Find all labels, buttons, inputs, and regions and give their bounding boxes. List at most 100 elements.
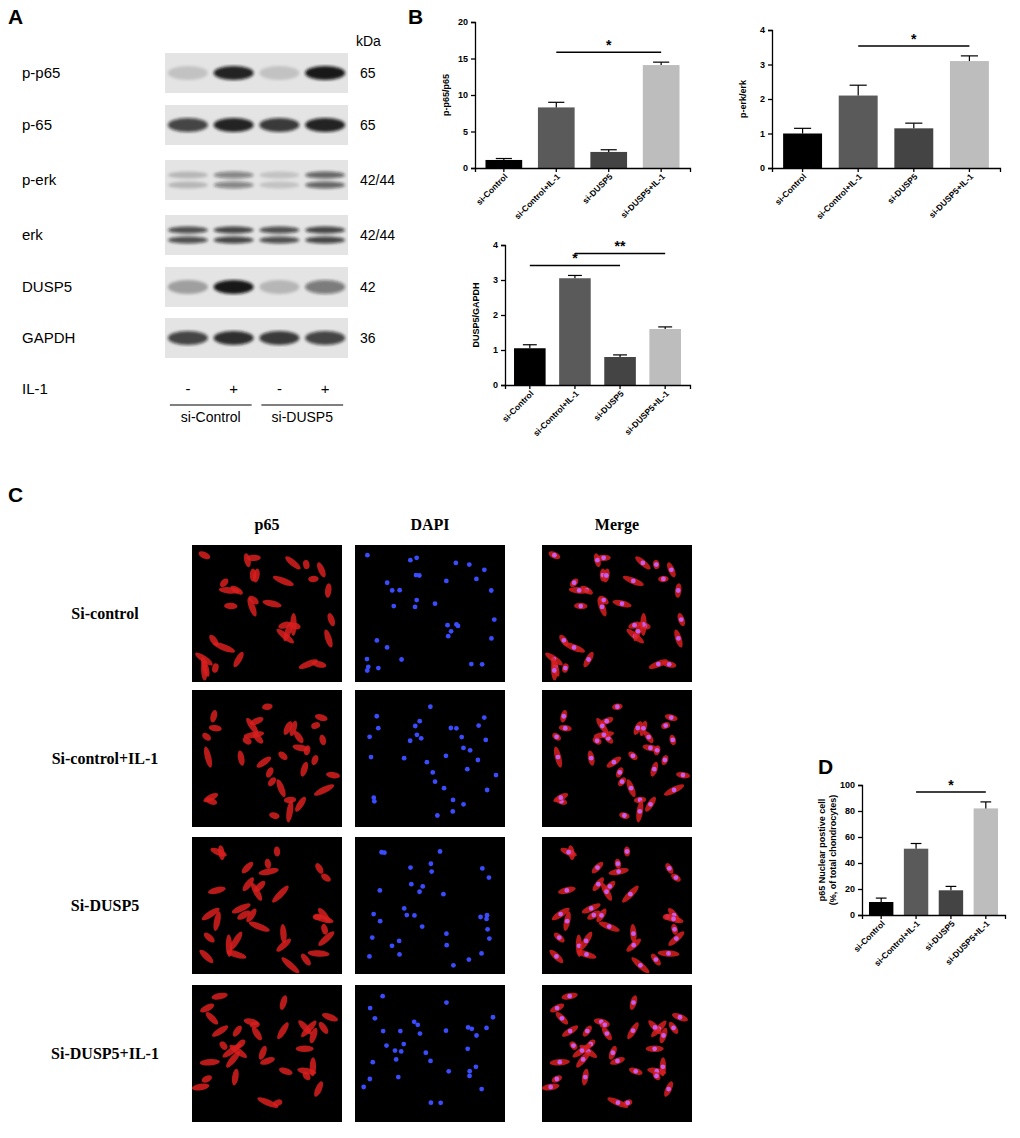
y-axis-line — [471, 23, 476, 169]
nucleus-dapi — [428, 704, 433, 709]
cell-p65 — [275, 937, 293, 954]
cell-p65 — [651, 1070, 662, 1082]
cell-p65 — [628, 1066, 644, 1077]
cell-p65 — [612, 598, 633, 609]
y-axis-line — [768, 31, 773, 169]
nucleus-merge — [625, 849, 630, 854]
y-axis: 01234 — [493, 240, 506, 390]
x-tick-mark — [913, 168, 914, 172]
nucleus-dapi — [365, 657, 370, 662]
group-label: si-DUSP5 — [272, 409, 334, 425]
cell-p65 — [244, 907, 258, 924]
cell-p65 — [658, 1027, 669, 1044]
plot-area — [485, 62, 679, 168]
image-background — [542, 545, 692, 682]
cell-p65 — [627, 750, 639, 762]
bar — [649, 329, 681, 385]
kda-label: 42/44 — [360, 172, 395, 188]
cell-p65 — [668, 734, 677, 746]
y-tick-mark — [768, 64, 772, 65]
x-tick: si-Control+IL-1 — [512, 168, 562, 221]
error-cap — [980, 801, 991, 802]
nucleus-merge — [584, 952, 589, 957]
cell-p65 — [255, 755, 273, 770]
cell-p65 — [315, 561, 327, 578]
nucleus-dapi — [370, 1060, 375, 1065]
cell-p65 — [662, 1080, 675, 1098]
nucleus-dapi — [448, 726, 453, 731]
error-cap — [653, 62, 669, 63]
x-tick-label: si-DUSP5+IL-1 — [927, 171, 976, 220]
y-tick-label: 0 — [463, 163, 468, 173]
cell-p65 — [664, 862, 676, 875]
nucleus-dapi — [430, 770, 435, 775]
cell-p65 — [324, 583, 332, 598]
image-background — [355, 545, 505, 682]
cell-p65 — [600, 1025, 614, 1041]
cell-p65 — [314, 862, 326, 875]
cell-p65 — [551, 1074, 564, 1084]
nucleus-merge — [671, 1025, 676, 1030]
nucleus-dapi — [482, 715, 487, 720]
nucleus-merge — [560, 1016, 565, 1021]
y-tick-mark — [471, 58, 475, 59]
nucleus-dapi — [487, 875, 492, 880]
cell-p65 — [198, 948, 216, 965]
row-label: Si-control+IL-1 — [52, 750, 159, 767]
nucleus-dapi — [478, 915, 483, 920]
column-header: Merge — [595, 516, 639, 534]
nucleus-dapi — [399, 657, 404, 662]
y-tick-label: 3 — [493, 275, 498, 285]
y-tick-mark — [501, 280, 505, 281]
blot-band — [305, 118, 345, 132]
bar — [894, 128, 933, 168]
nucleus-merge — [583, 1075, 588, 1080]
y-tick-mark — [858, 915, 862, 916]
nucleus-dapi — [374, 714, 379, 719]
cell-p65 — [578, 930, 595, 952]
nucleus-merge — [633, 1069, 638, 1074]
nucleus-dapi — [396, 1075, 401, 1080]
cell-p65 — [202, 931, 216, 945]
nucleus-dapi — [441, 892, 446, 897]
nucleus-merge — [585, 1029, 590, 1034]
y-tick-label: 15 — [458, 54, 468, 64]
cell-p65 — [243, 552, 252, 567]
cell-p65 — [676, 612, 687, 627]
y-tick: 0 — [463, 163, 475, 173]
nucleus-dapi — [494, 773, 499, 778]
nucleus-merge — [552, 553, 557, 558]
cell-p65 — [558, 724, 572, 732]
y-tick-mark — [858, 811, 862, 812]
bar — [590, 152, 627, 168]
bar — [950, 61, 989, 168]
blot-band — [259, 66, 299, 80]
cell-p65 — [653, 745, 662, 757]
nucleus-merge — [669, 715, 674, 720]
cell-p65 — [199, 1002, 216, 1015]
micro-image — [355, 690, 505, 827]
x-tick-mark — [881, 915, 882, 919]
nucleus-merge — [572, 580, 577, 585]
micro-image — [192, 690, 342, 827]
error-cap — [946, 886, 957, 887]
nucleus-merge — [554, 1077, 559, 1082]
group-line — [170, 404, 252, 405]
nucleus-dapi — [404, 913, 409, 918]
blot-band — [168, 118, 208, 132]
nucleus-dapi — [461, 802, 466, 807]
y-tick-label: 20 — [845, 884, 855, 894]
cell-p65 — [612, 703, 624, 711]
nucleus-merge — [561, 714, 566, 719]
micro-image — [355, 837, 505, 974]
nucleus-merge — [604, 889, 609, 894]
x-tick: si-Control — [851, 915, 886, 954]
error-bar — [556, 102, 557, 107]
group-line — [261, 404, 343, 405]
cell-p65 — [551, 731, 563, 742]
nucleus-merge — [595, 865, 600, 870]
x-axis: si-Controlsi-Control+IL-1si-DUSP5si-DUSP… — [500, 385, 690, 438]
cell-p65 — [318, 734, 327, 746]
nucleus-dapi — [373, 1016, 378, 1021]
nucleus-dapi — [397, 952, 402, 957]
